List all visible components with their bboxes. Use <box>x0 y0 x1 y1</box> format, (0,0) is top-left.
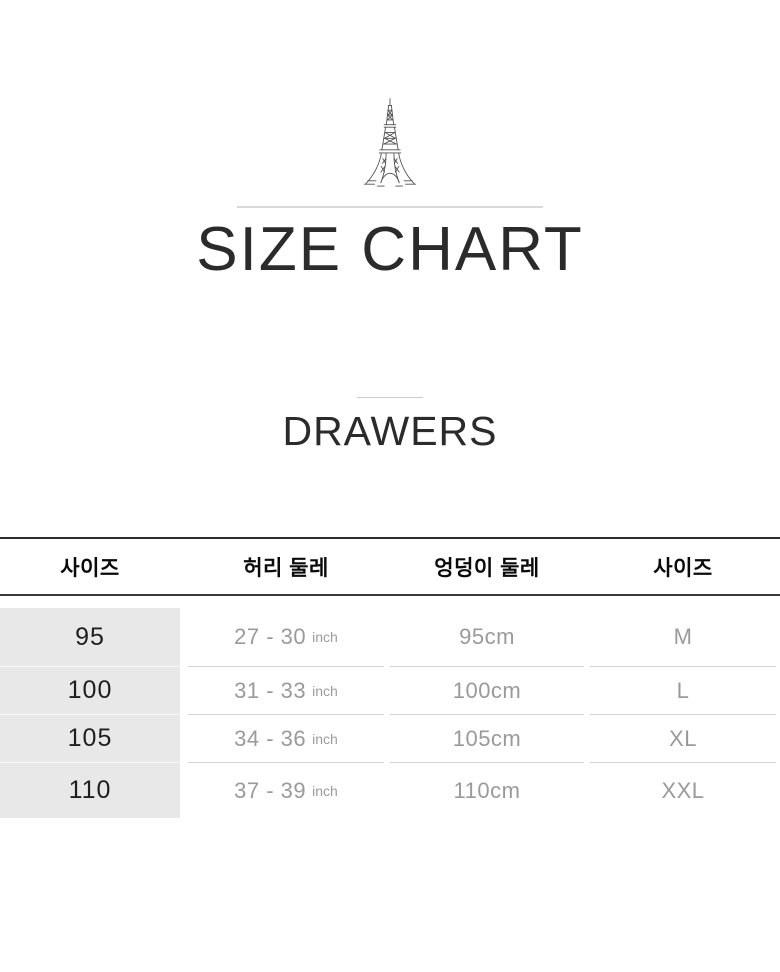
cell-hip: 100cm <box>390 667 584 715</box>
cell-hip: 110cm <box>453 777 521 803</box>
table-row: 100 31 - 33 inch 100cm L <box>0 667 780 715</box>
size-table-header-row: 사이즈 허리 둘레 엉덩이 둘레 사이즈 <box>0 537 780 596</box>
product-category-title: DRAWERS <box>282 408 498 454</box>
size-table-body: 95 27 - 30 inch 95cm M 100 31 - 33 inch … <box>0 608 780 818</box>
cell-waist: 27 - 30 inch <box>188 608 384 667</box>
waist-unit: inch <box>312 682 338 699</box>
cell-size-kr: 95 <box>0 608 180 667</box>
waist-unit: inch <box>312 782 338 799</box>
cell-hip: 95cm <box>390 608 584 667</box>
waist-value: 27 - 30 <box>234 624 307 649</box>
cell-size-kr: 105 <box>0 715 180 763</box>
cell-size-intl: XL <box>590 715 776 763</box>
table-row: 110 37 - 39 inch 110cm XXL <box>0 763 780 818</box>
header-cell-hip: 엉덩이 둘레 <box>434 556 540 580</box>
cell-size-kr: 110 <box>0 763 180 818</box>
cell-size-intl: M <box>590 608 776 667</box>
waist-value: 34 - 36 <box>234 725 307 751</box>
waist-unit: inch <box>312 629 338 645</box>
cell-size-intl: L <box>590 667 776 715</box>
header-cell-size-kr: 사이즈 <box>60 556 120 580</box>
waist-unit: inch <box>312 730 338 747</box>
table-row: 95 27 - 30 inch 95cm M <box>0 608 780 667</box>
cell-size-kr: 100 <box>0 667 180 715</box>
subtitle-divider-line <box>357 397 423 398</box>
table-row: 105 34 - 36 inch 105cm XL <box>0 715 780 763</box>
page-title: SIZE CHART <box>196 215 584 284</box>
cell-waist: 37 - 39 inch <box>188 763 384 818</box>
cell-waist: 31 - 33 inch <box>188 667 384 715</box>
header-divider-line <box>237 206 543 208</box>
cell-waist: 34 - 36 inch <box>188 715 384 763</box>
waist-value: 31 - 33 <box>234 677 307 703</box>
size-table: 사이즈 허리 둘레 엉덩이 둘레 사이즈 95 27 - 30 inch 95c… <box>0 537 780 818</box>
header-cell-waist: 허리 둘레 <box>243 556 329 580</box>
header-cell-size-intl: 사이즈 <box>653 556 713 580</box>
waist-value: 37 - 39 <box>234 777 307 803</box>
eiffel-tower-icon <box>363 98 417 187</box>
cell-hip: 105cm <box>390 715 584 763</box>
cell-size-intl: XXL <box>661 777 705 803</box>
